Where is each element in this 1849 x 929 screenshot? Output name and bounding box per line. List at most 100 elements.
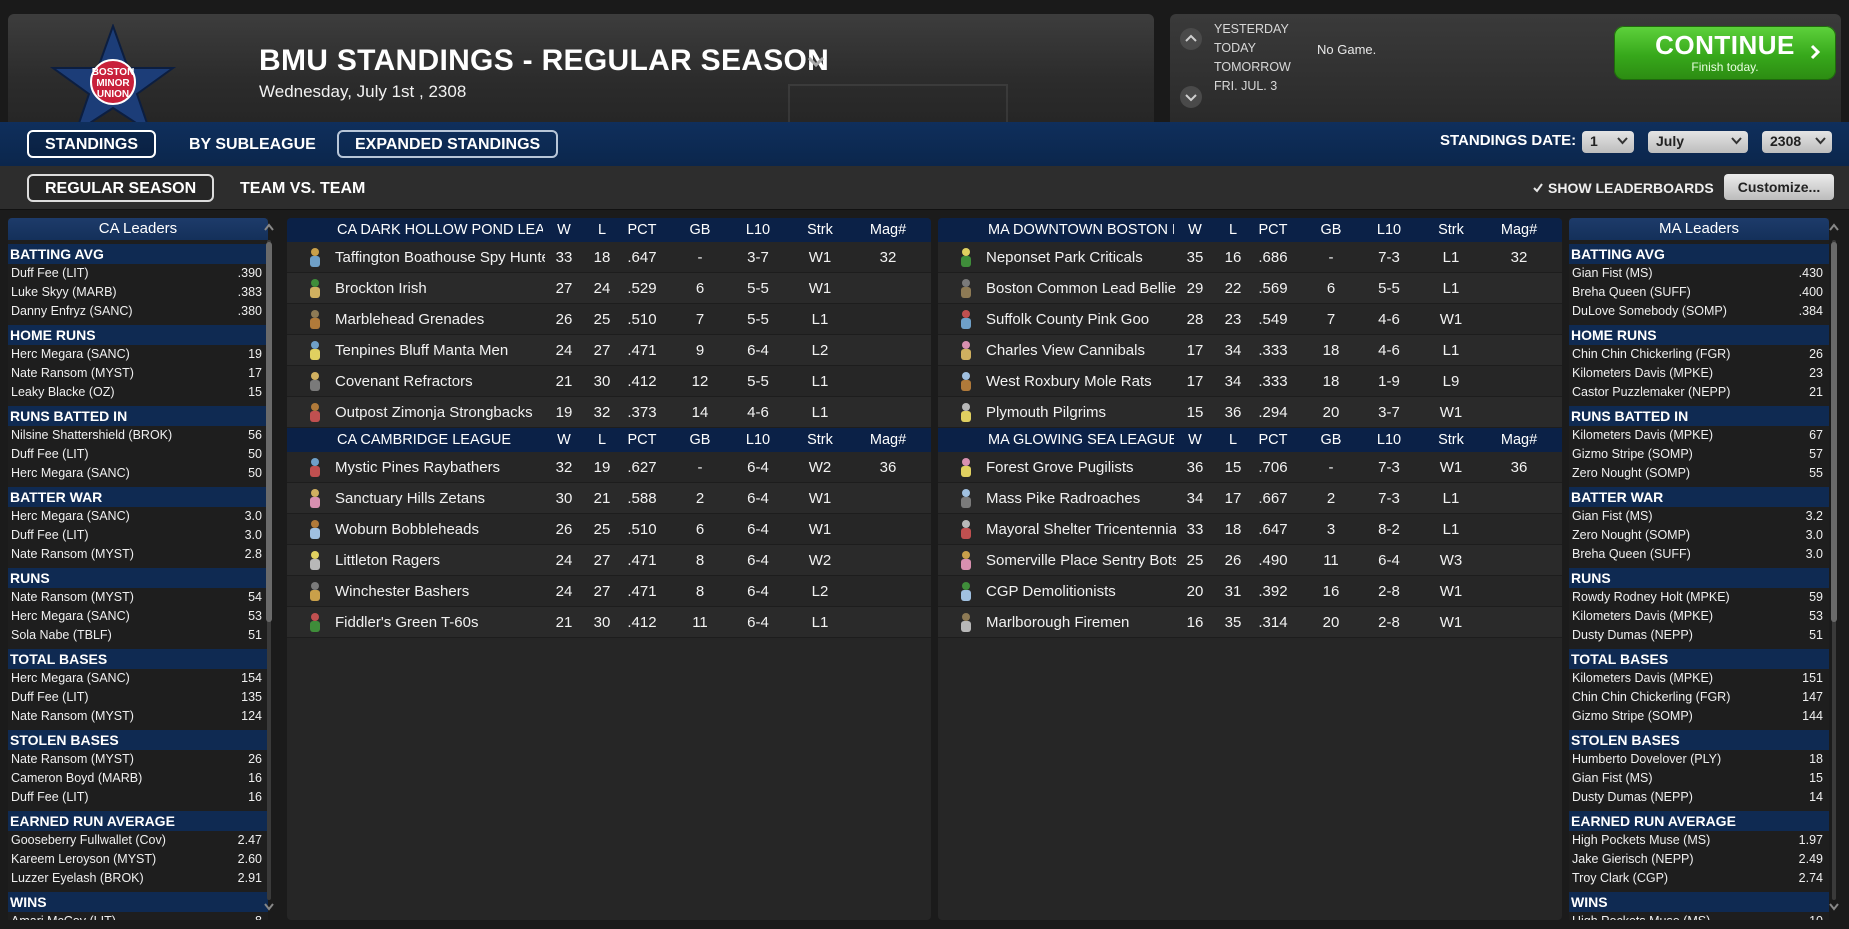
team-row[interactable]: Littleton Ragers 24 27 .471 8 6-4 W2 <box>287 545 931 576</box>
tab-expanded-standings[interactable]: EXPANDED STANDINGS <box>337 130 559 158</box>
column-header-streak[interactable]: Strk <box>807 432 833 448</box>
team-row[interactable]: Woburn Bobbleheads 26 25 .510 6 6-4 W1 <box>287 514 931 545</box>
leader-row[interactable]: Gian Fist (MS) 3.2 <box>1569 507 1829 526</box>
standings-year-select[interactable]: 2308 <box>1762 131 1832 153</box>
team-row[interactable]: Covenant Refractors 21 30 .412 12 5-5 L1 <box>287 366 931 397</box>
team-name[interactable]: Forest Grove Pugilists <box>986 459 1134 476</box>
leader-player[interactable]: Chin Chin Chickerling (FGR) <box>1572 347 1731 361</box>
team-name[interactable]: Fiddler's Green T-60s <box>335 614 479 631</box>
leader-player[interactable]: Herc Megara (SANC) <box>11 609 130 623</box>
leader-row[interactable]: Kilometers Davis (MPKE) 53 <box>1569 607 1829 626</box>
leader-row[interactable]: Chin Chin Chickerling (FGR) 147 <box>1569 688 1829 707</box>
scroll-thumb[interactable] <box>266 242 272 622</box>
leader-row[interactable]: High Pockets Muse (MS) 1.97 <box>1569 831 1829 850</box>
team-name[interactable]: Mystic Pines Raybathers <box>335 459 501 476</box>
team-row[interactable]: Mystic Pines Raybathers 32 19 .627 - 6-4 W2 36 <box>287 452 931 483</box>
column-header-pct[interactable]: PCT <box>1258 432 1288 448</box>
leader-player[interactable]: Chin Chin Chickerling (FGR) <box>1572 690 1731 704</box>
leader-row[interactable]: Kareem Leroyson (MYST) 2.60 <box>8 850 268 869</box>
team-row[interactable]: Tenpines Bluff Manta Men 24 27 .471 9 6-4 L2 <box>287 335 931 366</box>
column-header-pct[interactable]: PCT <box>627 432 657 448</box>
team-row[interactable]: Boston Common Lead Bellies 29 22 .569 6 5-5 L1 <box>938 273 1562 304</box>
leader-player[interactable]: Herc Megara (SANC) <box>11 347 130 361</box>
column-header-magic-number[interactable]: Mag# <box>869 222 907 238</box>
team-name[interactable]: Littleton Ragers <box>335 552 441 569</box>
team-name[interactable]: Sanctuary Hills Zetans <box>335 490 486 507</box>
leader-row[interactable]: DuLove Somebody (SOMP) .384 <box>1569 302 1829 321</box>
leader-player[interactable]: Gizmo Stripe (SOMP) <box>1572 447 1693 461</box>
scroll-up-icon[interactable] <box>263 222 275 232</box>
team-row[interactable]: West Roxbury Mole Rats 17 34 .333 18 1-9 L9 <box>938 366 1562 397</box>
leader-player[interactable]: Breha Queen (SUFF) <box>1572 547 1691 561</box>
leader-player[interactable]: Kilometers Davis (MPKE) <box>1572 366 1713 380</box>
team-row[interactable]: Neponset Park Criticals 35 16 .686 - 7-3 L1 32 <box>938 242 1562 273</box>
leader-player[interactable]: Kilometers Davis (MPKE) <box>1572 428 1713 442</box>
leader-row[interactable]: Luzzer Eyelash (BROK) 2.91 <box>8 869 268 888</box>
column-header-last-ten[interactable]: L10 <box>745 432 771 448</box>
team-row[interactable]: CGP Demolitionists 20 31 .392 16 2-8 W1 <box>938 576 1562 607</box>
team-name[interactable]: Outpost Zimonja Strongbacks <box>335 404 533 421</box>
leader-player[interactable]: Kilometers Davis (MPKE) <box>1572 671 1713 685</box>
leader-row[interactable]: Chin Chin Chickerling (FGR) 26 <box>1569 345 1829 364</box>
leader-row[interactable]: Nate Ransom (MYST) 124 <box>8 707 268 726</box>
leader-row[interactable]: Breha Queen (SUFF) 3.0 <box>1569 545 1829 564</box>
schedule-yesterday[interactable]: YESTERDAY <box>1214 22 1289 36</box>
team-row[interactable]: Brockton Irish 27 24 .529 6 5-5 W1 <box>287 273 931 304</box>
column-header-last-ten[interactable]: L10 <box>1376 222 1402 238</box>
leader-player[interactable]: Nilsine Shattershield (BROK) <box>11 428 173 442</box>
column-header-pct[interactable]: PCT <box>627 222 657 238</box>
leader-row[interactable]: Leaky Blacke (OZ) 15 <box>8 383 268 402</box>
leader-player[interactable]: Dusty Dumas (NEPP) <box>1572 628 1693 642</box>
continue-button[interactable]: CONTINUE Finish today. <box>1614 26 1836 80</box>
column-header-streak[interactable]: Strk <box>1438 222 1464 238</box>
leader-player[interactable]: Duff Fee (LIT) <box>11 690 89 704</box>
leader-row[interactable]: Duff Fee (LIT) 135 <box>8 688 268 707</box>
leader-player[interactable]: Duff Fee (LIT) <box>11 528 89 542</box>
team-name[interactable]: Neponset Park Criticals <box>986 249 1143 266</box>
leader-player[interactable]: Rowdy Rodney Holt (MPKE) <box>1572 590 1730 604</box>
column-header-streak[interactable]: Strk <box>807 222 833 238</box>
leader-row[interactable]: Gooseberry Fullwallet (Cov) 2.47 <box>8 831 268 850</box>
team-name[interactable]: Mayoral Shelter Tricentennials <box>986 521 1176 538</box>
team-row[interactable]: Forest Grove Pugilists 36 15 .706 - 7-3 W1 36 <box>938 452 1562 483</box>
column-header-wins[interactable]: W <box>1188 222 1202 238</box>
team-row[interactable]: Plymouth Pilgrims 15 36 .294 20 3-7 W1 <box>938 397 1562 428</box>
standings-month-select[interactable]: July <box>1648 131 1748 153</box>
leader-player[interactable]: Dusty Dumas (NEPP) <box>1572 790 1693 804</box>
leader-player[interactable]: Herc Megara (SANC) <box>11 671 130 685</box>
column-header-games-back[interactable]: GB <box>1320 222 1342 238</box>
leader-player[interactable]: Luke Skyy (MARB) <box>11 285 117 299</box>
team-name[interactable]: Brockton Irish <box>335 280 427 297</box>
team-row[interactable]: Winchester Bashers 24 27 .471 8 6-4 L2 <box>287 576 931 607</box>
leader-row[interactable]: Gian Fist (MS) 15 <box>1569 769 1829 788</box>
leader-row[interactable]: Herc Megara (SANC) 154 <box>8 669 268 688</box>
leader-player[interactable]: Castor Puzzlemaker (NEPP) <box>1572 385 1731 399</box>
tab-regular-season[interactable]: REGULAR SEASON <box>27 174 215 202</box>
team-name[interactable]: Covenant Refractors <box>335 373 473 390</box>
leader-row[interactable]: Dusty Dumas (NEPP) 14 <box>1569 788 1829 807</box>
leader-row[interactable]: Danny Enfryz (SANC) .380 <box>8 302 268 321</box>
leader-row[interactable]: Kilometers Davis (MPKE) 67 <box>1569 426 1829 445</box>
leader-row[interactable]: Nate Ransom (MYST) 26 <box>8 750 268 769</box>
standings-day-select[interactable]: 1 <box>1582 131 1634 153</box>
leader-row[interactable]: Rowdy Rodney Holt (MPKE) 59 <box>1569 588 1829 607</box>
leader-player[interactable]: Gooseberry Fullwallet (Cov) <box>11 833 166 847</box>
team-row[interactable]: Taffington Boathouse Spy Hunters 33 18 .647… <box>287 242 931 273</box>
leader-row[interactable]: Humberto Dovelover (PLY) 18 <box>1569 750 1829 769</box>
leader-player[interactable]: Herc Megara (SANC) <box>11 509 130 523</box>
scroll-down-icon[interactable] <box>263 902 275 912</box>
leader-row[interactable]: Luke Skyy (MARB) .383 <box>8 283 268 302</box>
leader-row[interactable]: Gizmo Stripe (SOMP) 57 <box>1569 445 1829 464</box>
leader-row[interactable]: Gian Fist (MS) .430 <box>1569 264 1829 283</box>
team-name[interactable]: Marlborough Firemen <box>986 614 1130 631</box>
leader-row[interactable]: Nate Ransom (MYST) 17 <box>8 364 268 383</box>
column-header-pct[interactable]: PCT <box>1258 222 1288 238</box>
column-header-magic-number[interactable]: Mag# <box>1500 222 1538 238</box>
leader-player[interactable]: Herc Megara (SANC) <box>11 466 130 480</box>
leader-player[interactable]: Sola Nabe (TBLF) <box>11 628 112 642</box>
leader-player[interactable]: Humberto Dovelover (PLY) <box>1572 752 1722 766</box>
leader-row[interactable]: Herc Megara (SANC) 19 <box>8 345 268 364</box>
leader-player[interactable]: Nate Ransom (MYST) <box>11 590 134 604</box>
leader-player[interactable]: Zero Nought (SOMP) <box>1572 466 1691 480</box>
column-header-magic-number[interactable]: Mag# <box>869 432 907 448</box>
